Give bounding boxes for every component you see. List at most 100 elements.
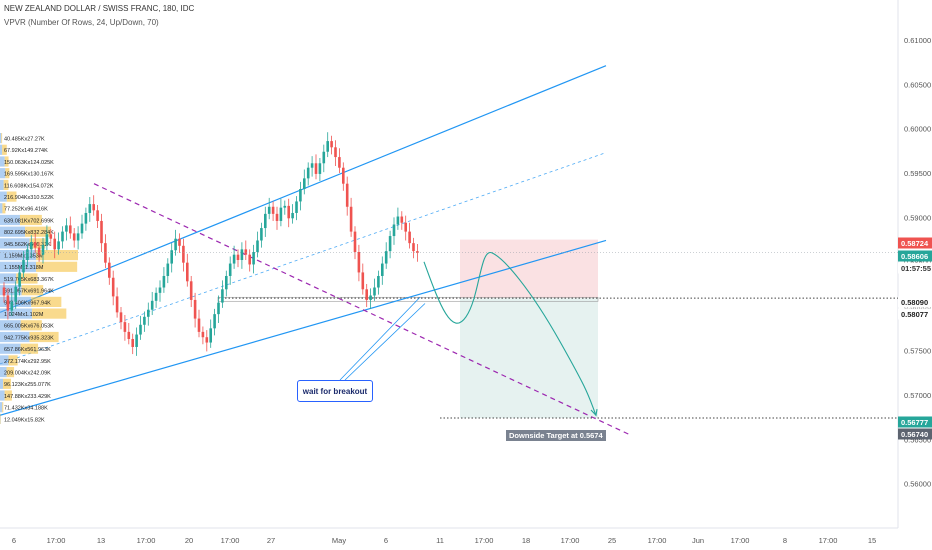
x-tick-label: 15 [868, 536, 876, 545]
candle-body [400, 216, 404, 223]
vp-bar-up [0, 367, 7, 378]
vp-bar-up [0, 226, 26, 237]
candle-body [104, 243, 107, 263]
candle-body [92, 204, 95, 211]
vp-bar-up [0, 168, 6, 179]
candle-body [260, 228, 263, 241]
vp-bar-down [3, 179, 9, 190]
vp-bar-up [0, 238, 30, 249]
candle-body [217, 302, 220, 315]
candle-body [100, 220, 103, 244]
candle-body [299, 189, 302, 202]
x-tick-label: 17:00 [731, 536, 750, 545]
vp-bar-up [0, 331, 30, 343]
candle-body [240, 249, 244, 261]
candle-body [166, 263, 170, 276]
candle-body [291, 212, 294, 219]
candle-body [213, 314, 216, 329]
candle-body [201, 331, 205, 338]
candle-body [236, 254, 240, 261]
candle-body [314, 163, 318, 174]
candle-body [33, 242, 37, 248]
candle-body [69, 225, 72, 234]
candle-body [256, 240, 259, 253]
path-arrowhead [590, 409, 598, 417]
vp-label: 639.081Kx702.699K [4, 218, 54, 224]
price-label: 0.58724 [901, 239, 929, 248]
candle-body [84, 212, 88, 224]
y-tick-label: 0.56000 [904, 480, 931, 489]
vp-bar-down [4, 390, 12, 401]
candle-body [322, 151, 326, 164]
candle-body [373, 287, 376, 296]
candle-body [244, 249, 248, 255]
vp-bar-down [19, 214, 42, 226]
vp-label: 67.92Kx149.274K [4, 148, 48, 154]
vp-bar-up [0, 144, 3, 155]
vp-label: 71.432Kx34.188K [4, 406, 48, 412]
x-tick-label: 17:00 [648, 536, 667, 545]
vp-bar-up [0, 355, 9, 366]
x-tick-label: 17:00 [47, 536, 66, 545]
candle-body [338, 157, 341, 168]
candle-body [127, 331, 131, 339]
candle-body [404, 222, 407, 232]
vp-bar-up [0, 179, 4, 190]
candle-body [412, 243, 415, 252]
candle-body [143, 316, 146, 325]
vp-bar-up [0, 273, 17, 284]
candle-body [147, 309, 150, 317]
x-tick-label: 13 [97, 536, 105, 545]
x-tick-label: 17:00 [475, 536, 494, 545]
candle-body [189, 281, 193, 300]
vp-label: 216.904Kx310.522K [4, 195, 54, 201]
x-tick-label: 17:00 [221, 536, 240, 545]
candle-body [139, 324, 142, 335]
vp-bar-up [0, 320, 21, 331]
price-label-bg [898, 308, 932, 320]
candle-body [162, 275, 166, 288]
candle-body [381, 263, 384, 276]
candle-body [310, 163, 314, 168]
candle-body [131, 338, 134, 347]
vp-bar-down [36, 261, 78, 272]
candle-body [49, 234, 53, 239]
vp-bar-up [0, 402, 3, 413]
candle-body [186, 262, 189, 282]
x-tick-label: 6 [12, 536, 16, 545]
y-tick-label: 0.57000 [904, 391, 931, 400]
candle-body [365, 289, 368, 300]
x-tick-label: May [332, 536, 346, 545]
candle-body [267, 206, 271, 214]
x-tick-label: 17:00 [561, 536, 580, 545]
price-label: 0.56740 [901, 430, 928, 439]
callout-pointer [344, 303, 426, 381]
candle-body [41, 244, 45, 255]
candle-body [345, 183, 349, 207]
vp-label: 169.595Kx130.167K [4, 172, 54, 178]
y-tick-label: 0.60500 [904, 80, 931, 89]
channel-lower [0, 239, 607, 416]
candle-body [408, 231, 411, 244]
vp-bar-up [0, 308, 32, 319]
candle-body [287, 205, 290, 219]
breakout-callout[interactable]: wait for breakout [297, 380, 373, 402]
vp-bar-up [0, 203, 3, 214]
vp-label: 40.485Kx27.27K [4, 137, 45, 143]
vp-bar-down [20, 320, 42, 331]
vp-bar-down [25, 226, 52, 237]
vp-label: 942.775Kx935.323K [4, 335, 54, 341]
candle-body [72, 233, 76, 241]
x-tick-label: 11 [436, 536, 444, 545]
vp-bar-up [0, 378, 3, 389]
y-tick-label: 0.59000 [904, 213, 931, 222]
vp-bar-up [0, 156, 5, 167]
candle-body [174, 238, 177, 251]
vp-bar-down [2, 402, 4, 413]
candle-body [357, 252, 361, 273]
x-tick-label: 8 [783, 536, 787, 545]
price-label-bg [898, 296, 932, 308]
candle-body [232, 254, 236, 264]
